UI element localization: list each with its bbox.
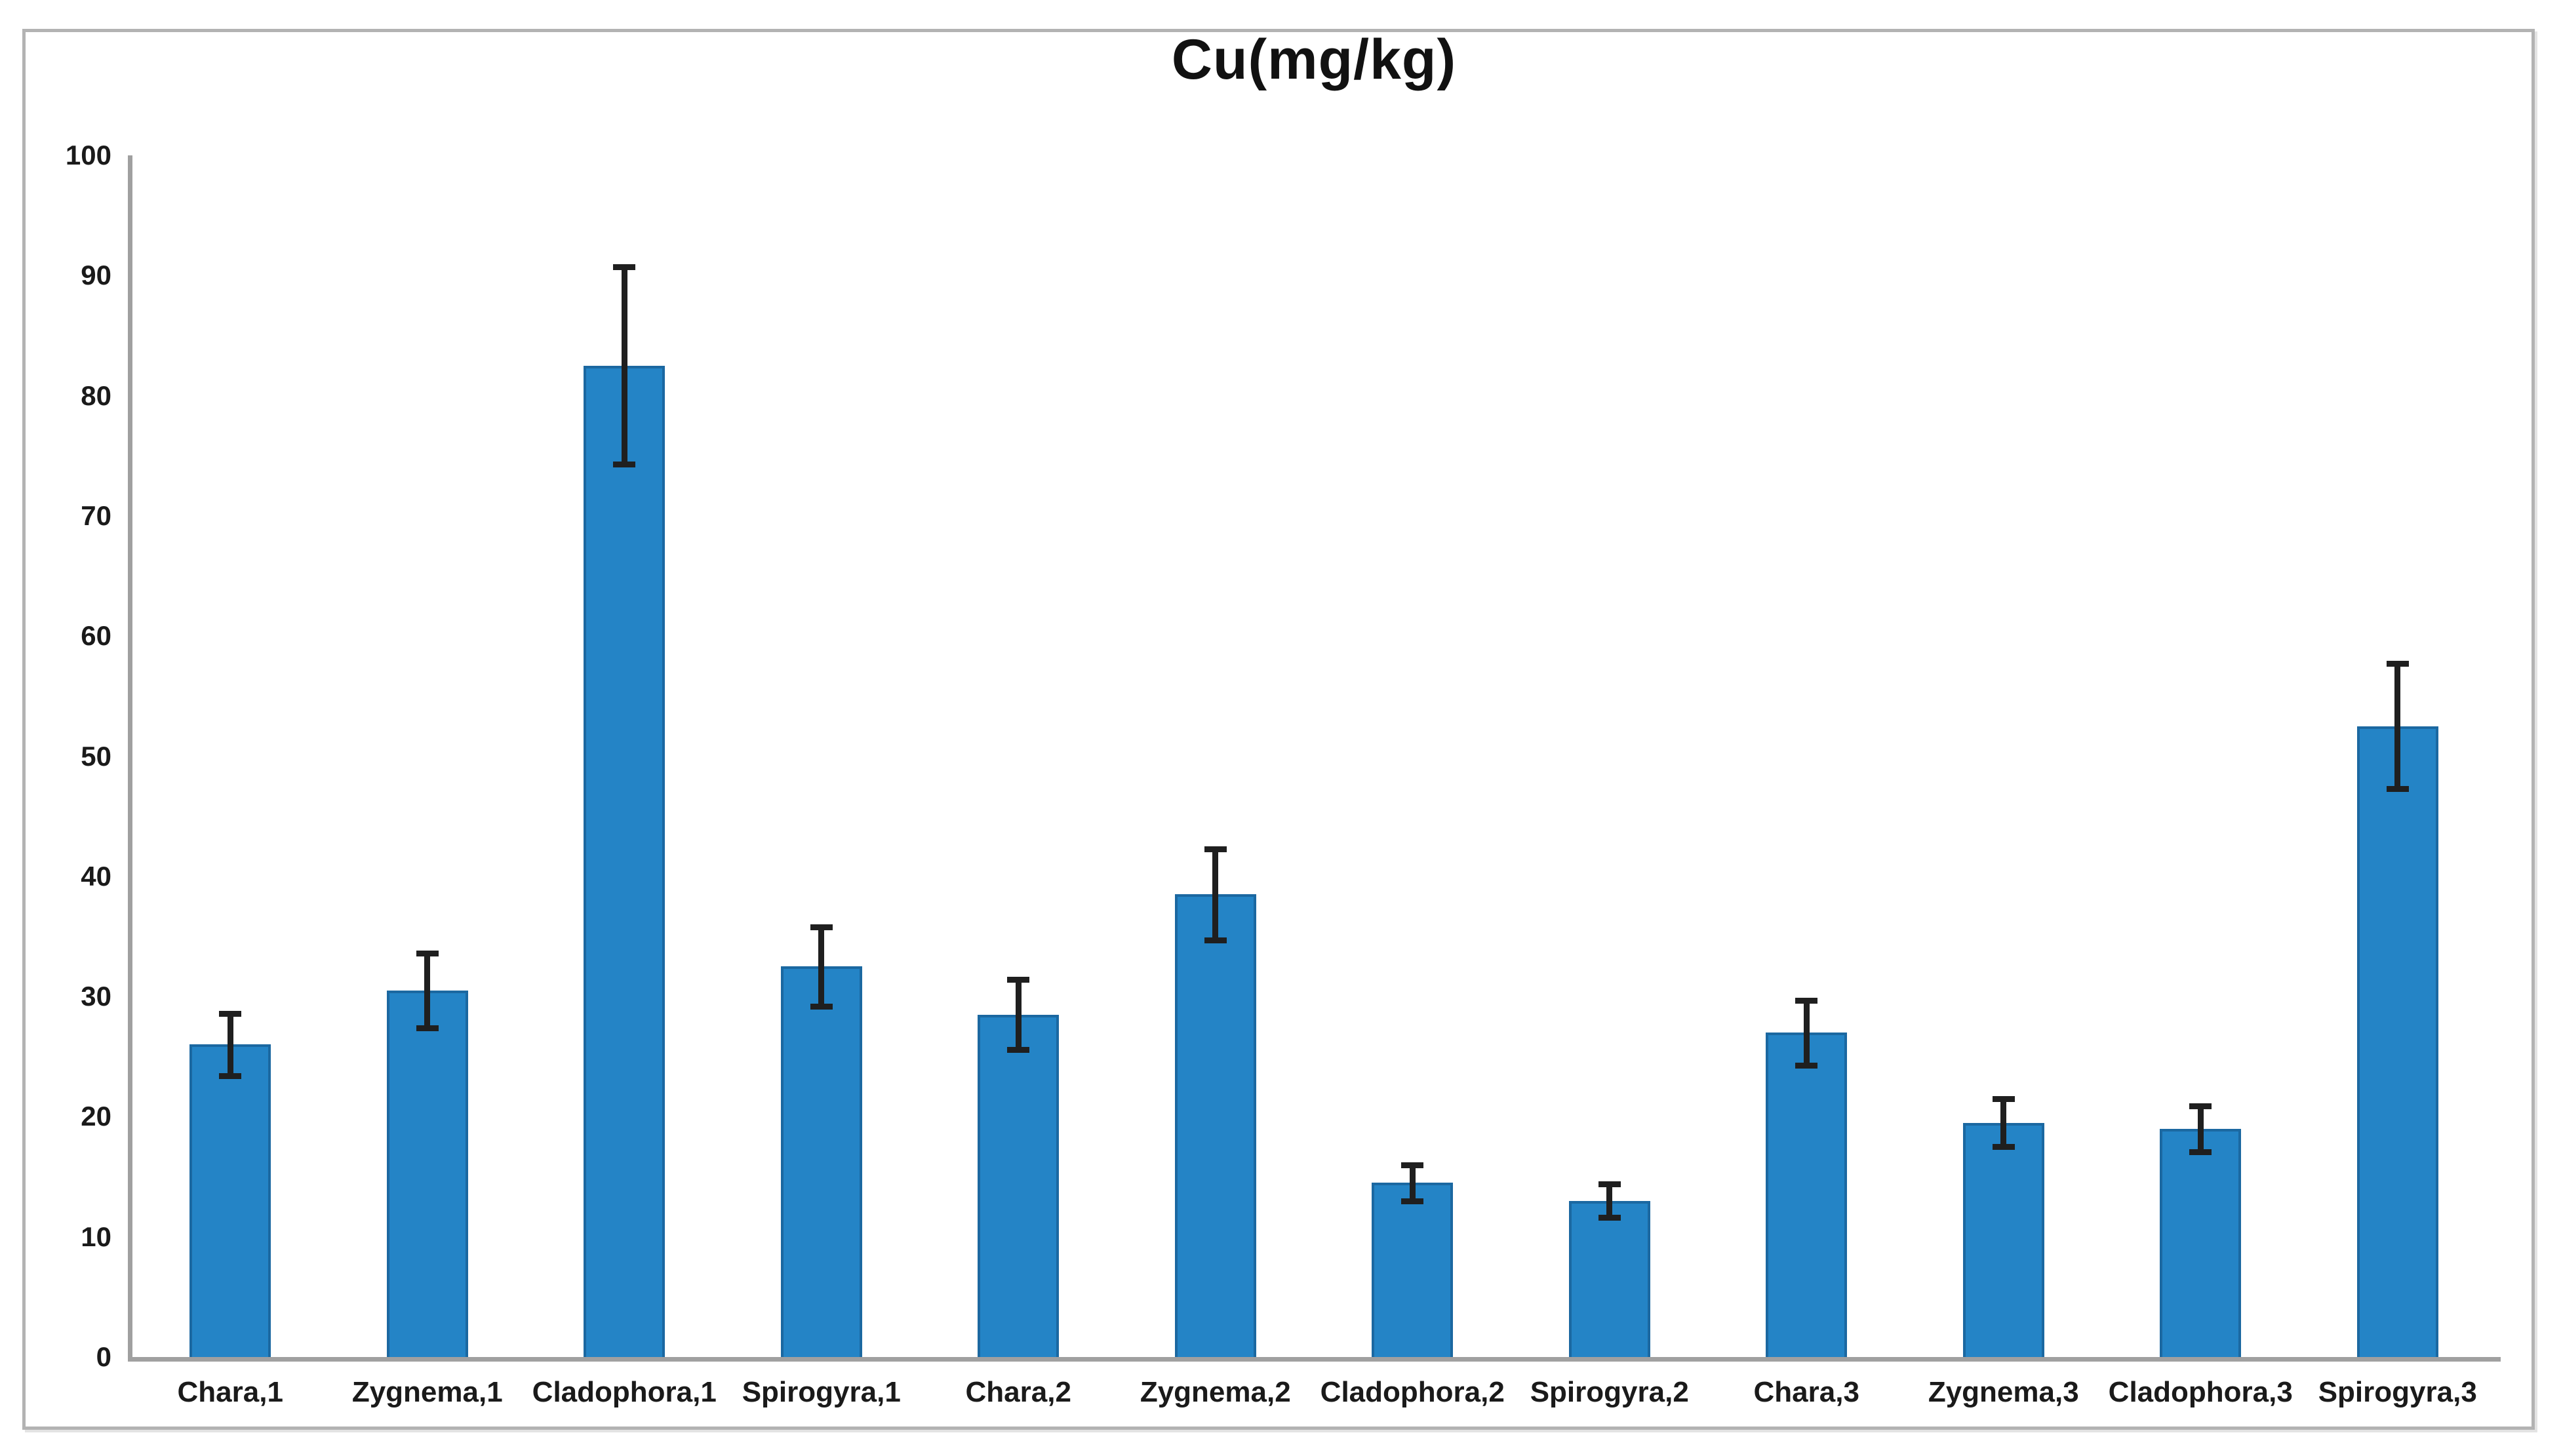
error-bar-line [2394, 663, 2401, 789]
bar-cladophora-1 [584, 365, 665, 1357]
x-axis-label: Zygnema,3 [1928, 1376, 2079, 1408]
x-axis-label: Zygnema,2 [1140, 1376, 1291, 1408]
error-bar-cap-bottom [416, 1025, 439, 1031]
y-tick-label: 40 [81, 860, 111, 892]
error-bar-cap-top [219, 1010, 242, 1017]
y-tick-label: 20 [81, 1101, 111, 1132]
bar-chara-3 [1766, 1033, 1848, 1357]
y-tick-label: 10 [81, 1221, 111, 1252]
error-bar-cap-bottom [613, 462, 636, 468]
error-bar-line [227, 1013, 233, 1076]
bar-chara-1 [189, 1044, 271, 1357]
error-bar-cap-bottom [2189, 1149, 2212, 1155]
y-tick-label: 80 [81, 380, 111, 411]
bar-cladophora-3 [2160, 1128, 2242, 1357]
error-bar-cap-bottom [1401, 1198, 1424, 1204]
error-bar-line [2000, 1098, 2007, 1147]
error-bar-line [2197, 1105, 2204, 1152]
error-bar-line [1212, 848, 1219, 940]
x-axis-label: Cladophora,1 [532, 1376, 717, 1408]
bar-spirogyra-2 [1568, 1200, 1650, 1357]
error-bar-cap-top [416, 951, 439, 957]
error-bar-line [424, 953, 431, 1028]
y-tick-label: 50 [81, 740, 111, 772]
y-tick-label: 60 [81, 620, 111, 652]
error-bar-cap-bottom [810, 1003, 833, 1010]
error-bar-line [818, 926, 825, 1006]
error-bar-cap-top [2189, 1103, 2212, 1109]
error-bar-cap-top [1204, 846, 1227, 852]
bar-chara-2 [978, 1014, 1060, 1357]
bar-spirogyra-1 [780, 966, 862, 1357]
x-axis-label: Spirogyra,1 [742, 1376, 901, 1408]
bar-zygnema-2 [1174, 894, 1256, 1357]
error-bar-cap-bottom [1992, 1144, 2015, 1151]
y-tick-label: 0 [96, 1341, 111, 1372]
error-bar-cap-bottom [1598, 1215, 1621, 1221]
error-bar-cap-bottom [219, 1073, 242, 1080]
x-axis-label: Chara,1 [177, 1376, 283, 1408]
error-bar-line [1803, 1000, 1810, 1065]
y-tick-label: 70 [81, 500, 111, 531]
error-bar-cap-bottom [1007, 1046, 1030, 1053]
bar-zygnema-1 [386, 990, 468, 1357]
x-axis-label: Cladophora,2 [1320, 1376, 1505, 1408]
error-bar-cap-bottom [2386, 785, 2409, 792]
error-bar-cap-top [1992, 1095, 2015, 1102]
x-axis-label: Spirogyra,3 [2318, 1376, 2477, 1408]
bar-zygnema-3 [1962, 1122, 2044, 1357]
error-bar-line [1409, 1164, 1416, 1201]
x-axis-label: Cladophora,3 [2108, 1376, 2293, 1408]
error-bar-line [621, 267, 627, 465]
x-axis-line [128, 1357, 2501, 1362]
bar-spirogyra-3 [2356, 726, 2438, 1357]
chart-title: Cu(mg/kg) [1171, 28, 1457, 91]
error-bar-cap-bottom [1795, 1062, 1818, 1069]
x-axis-label: Spirogyra,2 [1530, 1376, 1689, 1408]
y-tick-label: 90 [81, 260, 111, 291]
y-tick-label: 30 [81, 981, 111, 1012]
error-bar-cap-top [810, 924, 833, 930]
y-axis-line [128, 155, 132, 1362]
y-tick-label: 100 [65, 140, 111, 170]
x-axis-label: Chara,3 [1753, 1376, 1859, 1408]
bar-cladophora-2 [1372, 1183, 1454, 1357]
error-bar-cap-bottom [1204, 937, 1227, 943]
error-bar-cap-top [1401, 1162, 1424, 1168]
error-bar-cap-top [1007, 977, 1030, 983]
error-bar-cap-top [1795, 997, 1818, 1004]
error-bar-cap-top [613, 264, 636, 271]
error-bar-cap-top [1598, 1181, 1621, 1188]
x-axis-label: Chara,2 [965, 1376, 1071, 1408]
error-bar-line [1606, 1184, 1613, 1218]
x-axis-label: Zygnema,1 [351, 1376, 503, 1408]
error-bar-line [1015, 979, 1022, 1050]
error-bar-cap-top [2386, 661, 2409, 667]
